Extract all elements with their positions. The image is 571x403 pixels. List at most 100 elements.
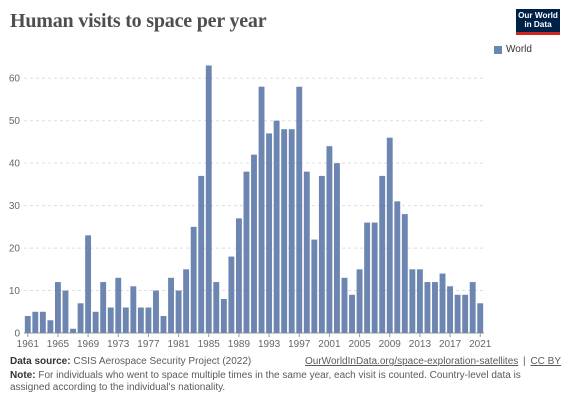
y-tick-label: 30 — [9, 201, 21, 212]
x-tick-label: 1997 — [288, 339, 311, 350]
note-label: Note: — [10, 370, 36, 381]
bar-1997[interactable] — [296, 86, 303, 333]
x-tick-label: 1969 — [77, 339, 100, 350]
legend-label-world: World — [506, 44, 532, 55]
legend[interactable]: World — [494, 44, 532, 55]
bar-1984[interactable] — [198, 175, 205, 333]
x-tick-label: 2005 — [348, 339, 371, 350]
bar-1998[interactable] — [303, 171, 310, 333]
bar-1973[interactable] — [115, 277, 122, 333]
x-tick-label: 2009 — [379, 339, 402, 350]
x-tick-label: 2021 — [469, 339, 492, 350]
bar-1961[interactable] — [24, 316, 31, 333]
note: Note: For individuals who went to space … — [10, 370, 561, 394]
bar-1989[interactable] — [235, 218, 242, 333]
bar-1980[interactable] — [168, 277, 174, 333]
bar-1971[interactable] — [100, 282, 107, 333]
owid-logo[interactable]: Our World in Data — [516, 9, 560, 35]
bar-2001[interactable] — [326, 146, 333, 333]
note-text: For individuals who went to space multip… — [10, 370, 521, 393]
y-tick-label: 0 — [14, 329, 20, 340]
bar-1975[interactable] — [130, 286, 137, 333]
source-links: OurWorldInData.org/space-exploration-sat… — [305, 356, 561, 367]
bar-2012[interactable] — [409, 269, 416, 333]
bar-1996[interactable] — [288, 129, 295, 333]
x-tick-label: 2001 — [318, 339, 341, 350]
bar-2015[interactable] — [432, 282, 438, 333]
bar-1974[interactable] — [122, 307, 129, 333]
data-source: Data source: CSIS Aerospace Security Pro… — [10, 356, 251, 367]
bar-1977[interactable] — [145, 307, 152, 333]
bar-2002[interactable] — [334, 163, 340, 333]
bar-1963[interactable] — [39, 311, 46, 333]
bar-1990[interactable] — [243, 171, 250, 333]
logo-line-1: Our World — [518, 11, 558, 20]
source-url-link[interactable]: OurWorldInData.org/space-exploration-sat… — [305, 356, 519, 367]
bar-2007[interactable] — [371, 222, 378, 333]
bar-1967[interactable] — [70, 328, 76, 333]
bar-1985[interactable] — [205, 65, 212, 334]
bar-2019[interactable] — [462, 294, 469, 333]
bar-2010[interactable] — [394, 201, 401, 333]
x-tick-label: 2017 — [439, 339, 462, 350]
source-text: CSIS Aerospace Security Project (2022) — [73, 356, 252, 367]
bar-1966[interactable] — [62, 290, 69, 333]
y-tick-label: 50 — [9, 116, 21, 127]
bar-1987[interactable] — [220, 299, 227, 333]
bar-2017[interactable] — [447, 286, 453, 333]
x-axis-ticks: 1961 1965 1969 1973 1977 1981 1985 1989 1993 1997… — [17, 333, 492, 350]
bar-1986[interactable] — [213, 282, 220, 333]
bar-2011[interactable] — [401, 214, 408, 333]
bar-2003[interactable] — [341, 277, 348, 333]
x-tick-label: 1993 — [258, 339, 281, 350]
bar-1970[interactable] — [92, 311, 99, 333]
bar-2021[interactable] — [477, 303, 484, 333]
bar-2018[interactable] — [454, 294, 461, 333]
bar-2016[interactable] — [439, 273, 446, 333]
logo-accent-bar — [516, 32, 560, 35]
license-link[interactable]: CC BY — [530, 356, 561, 367]
bar-1972[interactable] — [107, 307, 114, 333]
bar-2020[interactable] — [469, 282, 476, 333]
y-tick-label: 60 — [9, 74, 21, 85]
bar-1981[interactable] — [175, 290, 182, 333]
y-axis-ticks: 0 10 20 30 40 50 60 — [9, 74, 21, 340]
bar-1979[interactable] — [160, 316, 167, 333]
bar-1982[interactable] — [183, 269, 190, 333]
bar-2005[interactable] — [356, 269, 363, 333]
legend-swatch-world — [494, 45, 502, 54]
chart-title: Human visits to space per year — [10, 10, 267, 32]
bar-1991[interactable] — [251, 154, 257, 333]
bar-2004[interactable] — [349, 294, 355, 333]
bar-1965[interactable] — [54, 282, 61, 333]
bar-1983[interactable] — [190, 226, 197, 333]
x-tick-label: 1961 — [17, 339, 40, 350]
bar-1995[interactable] — [281, 129, 288, 333]
bar-1993[interactable] — [266, 133, 273, 333]
bar-2009[interactable] — [386, 137, 393, 333]
bar-2000[interactable] — [318, 175, 325, 333]
bar-2013[interactable] — [416, 269, 423, 333]
x-tick-label: 1977 — [137, 339, 160, 350]
bar-1994[interactable] — [273, 120, 280, 333]
x-tick-label: 1981 — [167, 339, 190, 350]
bar-1978[interactable] — [153, 290, 159, 333]
x-tick-label: 1973 — [107, 339, 130, 350]
bar-2006[interactable] — [364, 222, 371, 333]
bar-1964[interactable] — [47, 320, 54, 333]
bar-2014[interactable] — [424, 282, 431, 333]
bar-1988[interactable] — [228, 256, 235, 333]
y-tick-label: 40 — [9, 159, 21, 170]
y-tick-label: 10 — [9, 286, 21, 297]
bar-1976[interactable] — [137, 307, 144, 333]
bar-1999[interactable] — [311, 239, 318, 333]
source-label: Data source: — [10, 356, 71, 367]
bar-1962[interactable] — [32, 311, 39, 333]
bar-1968[interactable] — [77, 303, 84, 333]
x-tick-label: 1985 — [198, 339, 221, 350]
bar-1992[interactable] — [258, 86, 265, 333]
y-tick-label: 20 — [9, 244, 21, 255]
bar-1969[interactable] — [85, 235, 92, 333]
bar-2008[interactable] — [379, 175, 386, 333]
